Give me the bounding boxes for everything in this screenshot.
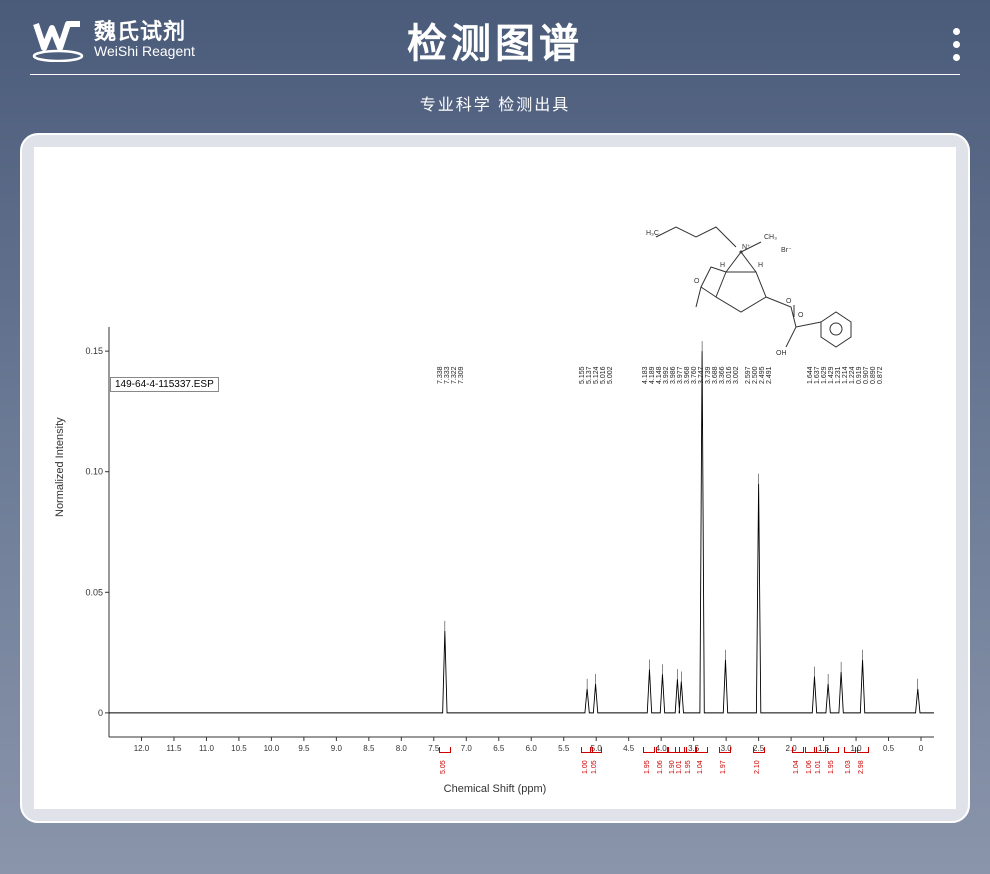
integral-value: 1.00 <box>582 760 589 774</box>
svg-text:7.0: 7.0 <box>461 744 473 753</box>
logo-icon <box>30 18 86 62</box>
integral-value: 1.01 <box>815 760 822 774</box>
svg-text:0: 0 <box>919 744 924 753</box>
integral-value: 1.06 <box>806 760 813 774</box>
integral-value: 2.10 <box>754 760 761 774</box>
menu-dots-icon[interactable] <box>953 28 960 61</box>
svg-text:8.0: 8.0 <box>396 744 408 753</box>
svg-text:Br⁻: Br⁻ <box>781 247 792 254</box>
svg-text:N⁺: N⁺ <box>742 244 751 251</box>
svg-text:O: O <box>694 278 700 285</box>
svg-text:11.0: 11.0 <box>199 744 215 753</box>
svg-text:0.10: 0.10 <box>85 467 103 477</box>
svg-text:8.5: 8.5 <box>363 744 375 753</box>
y-axis-label: Normalized Intensity <box>54 417 66 517</box>
svg-text:0.5: 0.5 <box>883 744 895 753</box>
svg-text:9.5: 9.5 <box>298 744 310 753</box>
chart-card: H₃C N⁺ CH₃ Br⁻ H H O O O OH 149-64-4-115… <box>20 133 970 823</box>
peak-ppm-label: 5.002 <box>607 366 614 384</box>
peak-ppm-label: 3.002 <box>733 366 740 384</box>
logo-text-en: WeiShi Reagent <box>94 44 195 59</box>
svg-text:11.5: 11.5 <box>166 744 182 753</box>
svg-text:10.0: 10.0 <box>264 744 280 753</box>
svg-text:H: H <box>720 262 725 269</box>
svg-text:10.5: 10.5 <box>231 744 247 753</box>
nmr-spectrum: 0 0.05 0.10 0.15 12.0 11.5 11.0 10.5 10.0 9.5 9.0 8… <box>74 317 944 797</box>
peak-ppm-label: 7.309 <box>458 366 465 384</box>
page-title: 检测图谱 <box>407 11 583 69</box>
peak-ppm-label: 2.491 <box>766 366 773 384</box>
svg-text:5.5: 5.5 <box>558 744 570 753</box>
integral-value: 2.98 <box>858 760 865 774</box>
svg-text:H₃C: H₃C <box>646 230 659 237</box>
subtitle: 专业科学 检测出具 <box>0 75 990 133</box>
header: 魏氏试剂 WeiShi Reagent 检测图谱 <box>0 0 990 74</box>
svg-text:0: 0 <box>98 708 103 718</box>
integral-value: 5.05 <box>440 760 447 774</box>
integral-value: 1.95 <box>685 760 692 774</box>
svg-text:4.5: 4.5 <box>623 744 635 753</box>
logo-text-cn: 魏氏试剂 <box>94 20 195 44</box>
svg-text:9.0: 9.0 <box>331 744 343 753</box>
peak-ppm-label: 0.872 <box>877 366 884 384</box>
integral-value: 1.97 <box>720 760 727 774</box>
svg-text:0.15: 0.15 <box>85 346 103 356</box>
logo: 魏氏试剂 WeiShi Reagent <box>30 18 195 62</box>
svg-text:CH₃: CH₃ <box>764 234 777 241</box>
svg-text:O: O <box>786 298 792 305</box>
integral-value: 1.95 <box>828 760 835 774</box>
integral-value: 1.01 <box>676 760 683 774</box>
integral-value: 1.04 <box>793 760 800 774</box>
integral-value: 1.95 <box>644 760 651 774</box>
svg-text:6.0: 6.0 <box>526 744 538 753</box>
chart-panel: H₃C N⁺ CH₃ Br⁻ H H O O O OH 149-64-4-115… <box>34 147 956 809</box>
svg-text:12.0: 12.0 <box>134 744 150 753</box>
integral-value: 1.05 <box>591 760 598 774</box>
svg-text:0.05: 0.05 <box>85 587 103 597</box>
integral-value: 1.06 <box>657 760 664 774</box>
svg-text:H: H <box>758 262 763 269</box>
integral-value: 1.03 <box>845 760 852 774</box>
integral-value: 1.04 <box>697 760 704 774</box>
svg-text:6.5: 6.5 <box>493 744 505 753</box>
